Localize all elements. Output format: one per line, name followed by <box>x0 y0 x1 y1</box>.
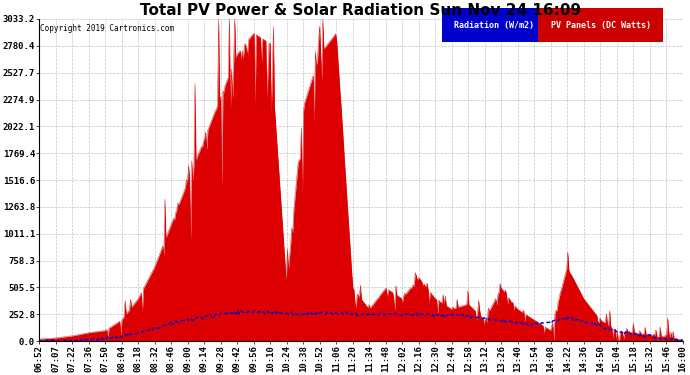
Text: Radiation (W/m2): Radiation (W/m2) <box>454 21 534 30</box>
Text: Copyright 2019 Cartronics.com: Copyright 2019 Cartronics.com <box>41 24 175 33</box>
Text: PV Panels (DC Watts): PV Panels (DC Watts) <box>551 21 651 30</box>
Title: Total PV Power & Solar Radiation Sun Nov 24 16:09: Total PV Power & Solar Radiation Sun Nov… <box>140 3 582 18</box>
